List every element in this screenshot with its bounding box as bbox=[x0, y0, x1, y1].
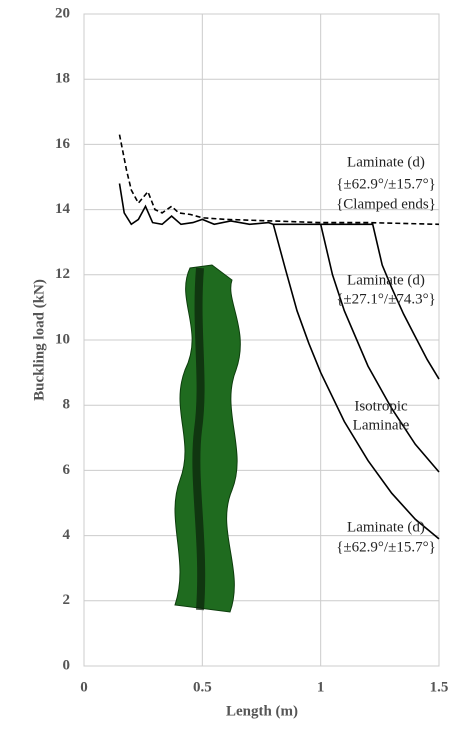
x-tick-label: 1.5 bbox=[430, 679, 449, 695]
x-axis-label: Length (m) bbox=[226, 703, 298, 719]
y-tick-label: 8 bbox=[63, 397, 71, 413]
series bbox=[118, 134, 440, 540]
y-tick-label: 18 bbox=[55, 71, 70, 87]
y-tick-label: 16 bbox=[55, 136, 71, 152]
series-line bbox=[118, 134, 440, 226]
annotation: Isotropic bbox=[354, 398, 408, 414]
y-tick-label: 14 bbox=[55, 201, 71, 217]
y-tick-label: 20 bbox=[55, 5, 70, 21]
x-tick-label: 1 bbox=[317, 679, 325, 695]
y-tick-label: 2 bbox=[63, 592, 71, 608]
beam-web bbox=[192, 267, 206, 611]
x-tick-label: 0 bbox=[80, 679, 88, 695]
annotation: Laminate (d) bbox=[347, 154, 425, 170]
y-tick-label: 4 bbox=[63, 527, 71, 543]
series-line bbox=[273, 223, 440, 473]
annotation: {±27.1°/±74.3°} bbox=[336, 291, 436, 307]
y-axis-label: Buckling load (kN) bbox=[31, 279, 47, 401]
x-tick-label: 0.5 bbox=[193, 679, 212, 695]
annotation: Laminate (d) bbox=[347, 519, 425, 535]
buckled-beam-image bbox=[174, 264, 241, 613]
series-line bbox=[118, 183, 440, 540]
y-tick-label: 6 bbox=[63, 462, 71, 478]
annotation: {±62.9°/±15.7°} bbox=[336, 176, 436, 192]
series-line bbox=[320, 223, 440, 380]
annotation: Laminate (d) bbox=[347, 272, 425, 288]
y-tick-label: 0 bbox=[63, 657, 71, 673]
annotation: {Clamped ends} bbox=[336, 196, 436, 212]
annotation: {±62.9°/±15.7°} bbox=[336, 539, 436, 555]
y-tick-label: 12 bbox=[55, 266, 70, 282]
annotation: Laminate bbox=[353, 417, 410, 433]
y-tick-label: 10 bbox=[55, 331, 70, 347]
